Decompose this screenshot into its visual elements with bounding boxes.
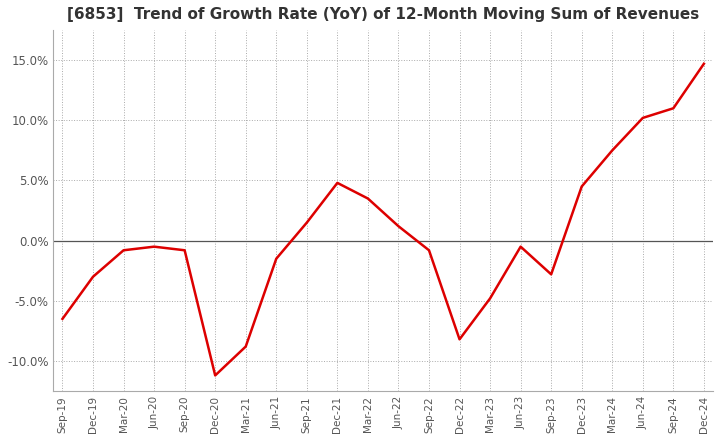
Title: [6853]  Trend of Growth Rate (YoY) of 12-Month Moving Sum of Revenues: [6853] Trend of Growth Rate (YoY) of 12-…: [67, 7, 699, 22]
